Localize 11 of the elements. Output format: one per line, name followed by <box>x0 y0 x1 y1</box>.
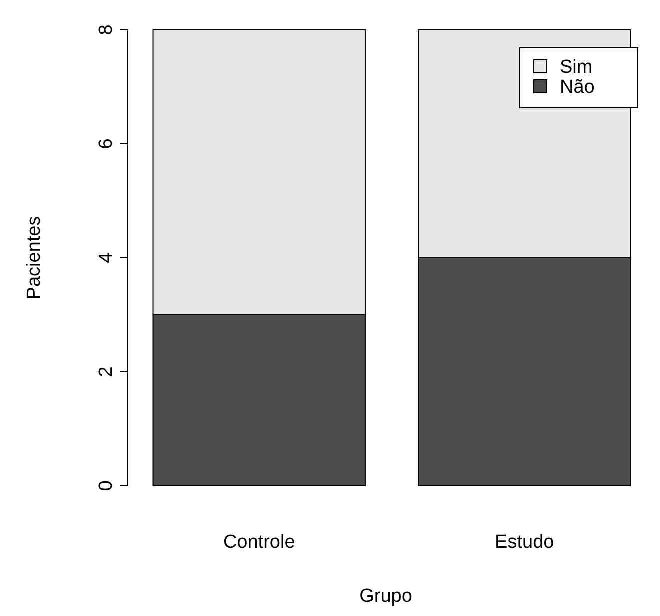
legend-label: Sim <box>560 57 593 78</box>
y-tick-label: 0 <box>96 480 117 492</box>
y-axis-title: Pacientes <box>24 216 45 300</box>
y-tick-label: 2 <box>96 366 117 378</box>
x-axis-title: Grupo <box>360 586 412 607</box>
x-tick-label: Estudo <box>495 532 554 553</box>
legend-label: Não <box>560 77 595 98</box>
y-tick-label: 4 <box>96 252 117 264</box>
x-tick-label: Controle <box>223 532 296 553</box>
y-tick-label: 6 <box>96 138 117 150</box>
y-tick-label: 8 <box>96 24 117 36</box>
